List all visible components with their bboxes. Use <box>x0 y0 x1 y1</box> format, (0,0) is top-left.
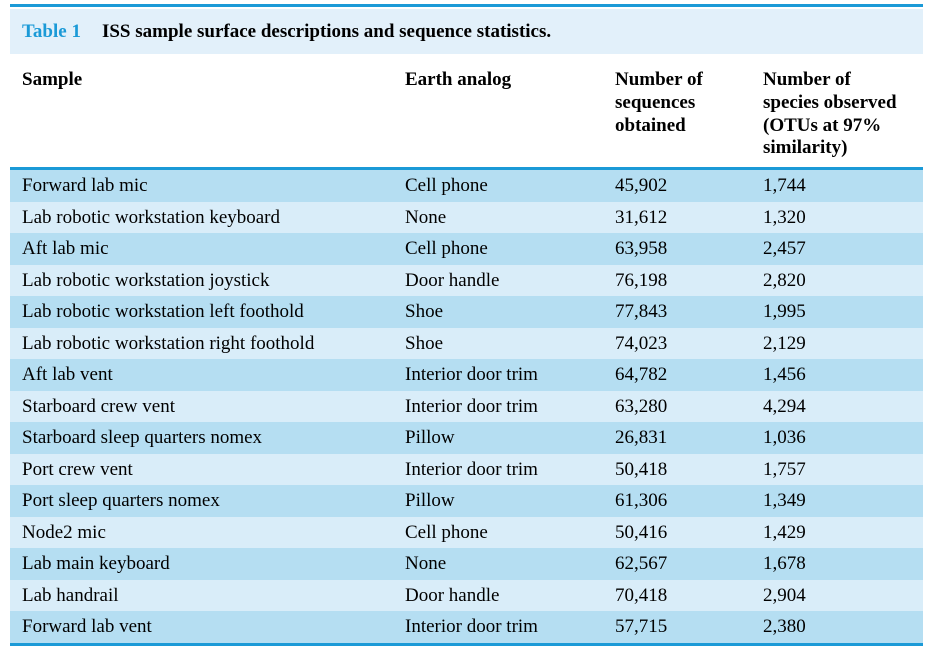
sequences-cell: 57,715 <box>615 616 668 637</box>
earth-analog-cell: Pillow <box>405 427 455 448</box>
sequences-cell: 64,782 <box>615 364 668 385</box>
sample-cell: Forward lab vent <box>22 616 152 637</box>
sample-cell: Aft lab mic <box>22 238 109 259</box>
sequences-cell: 50,418 <box>615 458 668 480</box>
sequences-cell: 50,416 <box>615 521 668 543</box>
earth-analog-cell: Cell phone <box>405 238 488 259</box>
species-cell: 2,457 <box>763 238 806 259</box>
earth-analog-cell: Cell phone <box>405 175 488 196</box>
sequences-cell: 77,843 <box>615 301 668 322</box>
sequences-cell: 61,306 <box>615 490 668 511</box>
table-row: Lab main keyboard None 62,567 1,678 <box>10 548 923 580</box>
sample-cell: Lab robotic workstation keyboard <box>22 206 281 228</box>
sequences-cell: 31,612 <box>615 206 668 228</box>
species-cell: 2,904 <box>763 584 806 606</box>
sample-cell: Lab main keyboard <box>22 553 170 574</box>
table-bottom-rule <box>10 642 923 646</box>
sequences-cell: 45,902 <box>615 175 668 196</box>
table-row: Lab robotic workstation joystick Door han… <box>10 264 923 296</box>
table-caption: ISS sample surface descriptions and sequ… <box>101 20 552 42</box>
earth-analog-cell: Interior door trim <box>405 364 538 385</box>
species-cell: 2,380 <box>763 616 806 637</box>
sample-cell: Port crew vent <box>22 458 133 480</box>
table-row: Node2 mic Cell phone 50,416 1,429 <box>10 516 923 548</box>
sequences-cell: 74,023 <box>615 332 668 354</box>
table-title-bar: Table 1 ISS sample surface descriptions … <box>10 9 923 54</box>
table-row: Starboard crew vent Interior door trim 63,… <box>10 390 923 422</box>
table-row: Aft lab mic Cell phone 63,958 2,457 <box>10 233 923 265</box>
column-header-earth-analog: Earth analog <box>405 69 512 90</box>
column-header-sequences-obtained: Number of sequences obtained <box>615 69 703 136</box>
sequences-cell: 63,280 <box>615 395 668 417</box>
sample-cell: Port sleep quarters nomex <box>22 490 220 511</box>
sequences-cell: 70,418 <box>615 584 668 606</box>
species-cell: 2,129 <box>763 332 806 354</box>
earth-analog-cell: Door handle <box>405 269 500 291</box>
earth-analog-cell: Interior door trim <box>405 458 538 480</box>
species-cell: 1,429 <box>763 521 806 543</box>
table-row: Forward lab vent Interior door trim 57,715… <box>10 611 923 643</box>
sample-cell: Node2 mic <box>22 521 106 543</box>
sequences-cell: 63,958 <box>615 238 668 259</box>
sample-cell: Starboard sleep quarters nomex <box>22 427 263 448</box>
species-cell: 1,320 <box>763 206 806 228</box>
sample-cell: Lab robotic workstation joystick <box>22 269 270 291</box>
species-cell: 1,995 <box>763 301 806 322</box>
species-cell: 1,757 <box>763 458 806 480</box>
column-header-species-observed: Number of species observed (OTUs at 97% … <box>763 69 897 159</box>
table-row: Lab handrail Door handle 70,418 2,904 <box>10 579 923 611</box>
sequences-cell: 26,831 <box>615 427 668 448</box>
sample-cell: Lab robotic workstation left foothold <box>22 301 304 322</box>
species-cell: 1,678 <box>763 553 806 574</box>
species-cell: 1,744 <box>763 175 806 196</box>
table-header-row: Sample Earth analog Number of sequences … <box>10 54 923 167</box>
species-cell: 1,036 <box>763 427 806 448</box>
sample-cell: Forward lab mic <box>22 175 148 196</box>
earth-analog-cell: Door handle <box>405 584 500 606</box>
column-header-sample: Sample <box>22 69 83 90</box>
earth-analog-cell: Shoe <box>405 332 443 354</box>
table-row: Forward lab mic Cell phone 45,902 1,744 <box>10 170 923 202</box>
sample-cell: Aft lab vent <box>22 364 113 385</box>
table-number-label: Table 1 <box>22 20 81 42</box>
table-row: Port sleep quarters nomex Pillow 61,306 1,3… <box>10 485 923 517</box>
earth-analog-cell: Interior door trim <box>405 395 538 417</box>
earth-analog-cell: Shoe <box>405 301 443 322</box>
table-header-rule <box>10 167 923 170</box>
sequences-cell: 62,567 <box>615 553 668 574</box>
earth-analog-cell: Cell phone <box>405 521 488 543</box>
species-cell: 1,456 <box>763 364 806 385</box>
earth-analog-cell: None <box>405 553 447 574</box>
table-body: Forward lab mic Cell phone 45,902 1,744 Lab … <box>10 170 923 643</box>
table-row: Starboard sleep quarters nomex Pillow 26,8… <box>10 422 923 454</box>
table-row: Port crew vent Interior door trim 50,418 1,… <box>10 453 923 485</box>
species-cell: 2,820 <box>763 269 806 291</box>
species-cell: 4,294 <box>763 395 806 417</box>
table-top-rule <box>10 4 923 7</box>
sample-cell: Lab handrail <box>22 584 119 606</box>
sample-cell: Lab robotic workstation right foothold <box>22 332 315 354</box>
table-row: Lab robotic workstation right foothold Sh… <box>10 327 923 359</box>
sequences-cell: 76,198 <box>615 269 668 291</box>
table-row: Aft lab vent Interior door trim 64,782 1,45… <box>10 359 923 391</box>
table-row: Lab robotic workstation keyboard None 31,6… <box>10 201 923 233</box>
sample-cell: Starboard crew vent <box>22 395 175 417</box>
earth-analog-cell: Interior door trim <box>405 616 538 637</box>
table-row: Lab robotic workstation left foothold Sho… <box>10 296 923 328</box>
species-cell: 1,349 <box>763 490 806 511</box>
earth-analog-cell: None <box>405 206 447 228</box>
earth-analog-cell: Pillow <box>405 490 455 511</box>
